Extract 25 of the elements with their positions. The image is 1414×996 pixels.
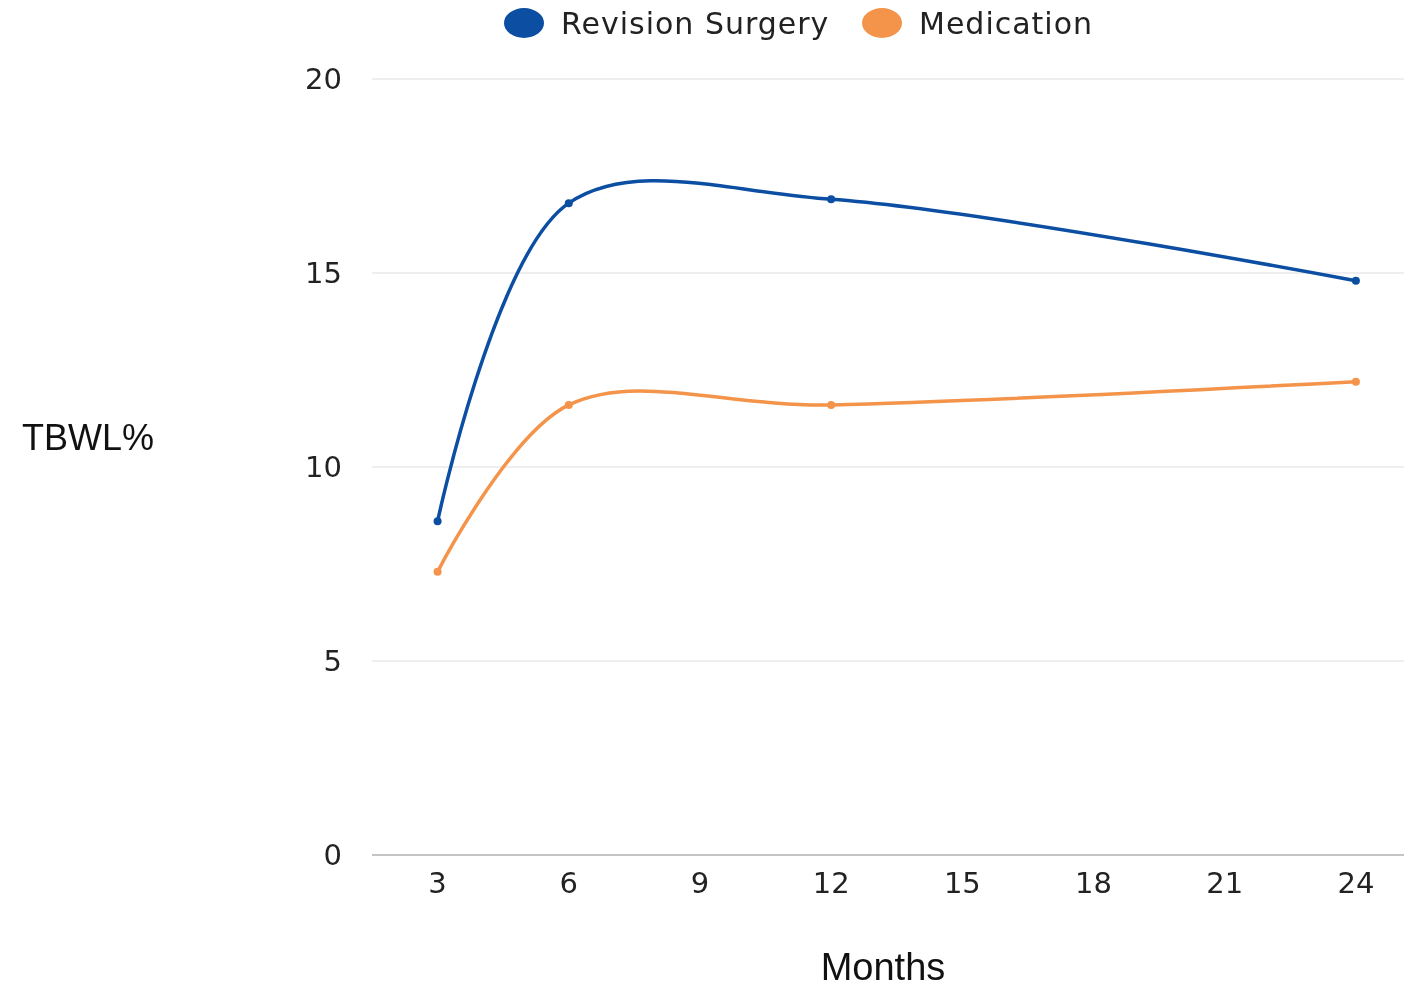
x-tick-label: 3 [428, 866, 447, 900]
x-tick-label: 24 [1337, 866, 1375, 900]
y-tick-label: 0 [323, 838, 342, 872]
point [1351, 276, 1360, 285]
x-tick-label: 15 [943, 866, 981, 900]
legend-label: Revision Surgery [561, 5, 830, 41]
x-tick-label: 9 [690, 866, 710, 900]
x-tick-label: 18 [1075, 866, 1112, 900]
y-axis-title: TBWL% [21, 416, 155, 458]
point [433, 517, 442, 526]
y-tick-label: 10 [305, 450, 342, 484]
point [1351, 377, 1360, 386]
y-tick-label: 15 [305, 256, 342, 290]
x-axis-title: Months [820, 946, 946, 988]
x-tick-label: 12 [812, 866, 850, 900]
x-tick-label: 6 [559, 866, 579, 900]
y-tick-label: 5 [323, 644, 342, 678]
y-tick-label: 20 [305, 62, 342, 96]
point [827, 400, 836, 409]
legend-label: Medication [919, 5, 1094, 41]
point [827, 195, 836, 204]
point [433, 567, 442, 576]
point [564, 400, 573, 409]
point [564, 199, 573, 208]
x-tick-label: 21 [1206, 866, 1244, 900]
